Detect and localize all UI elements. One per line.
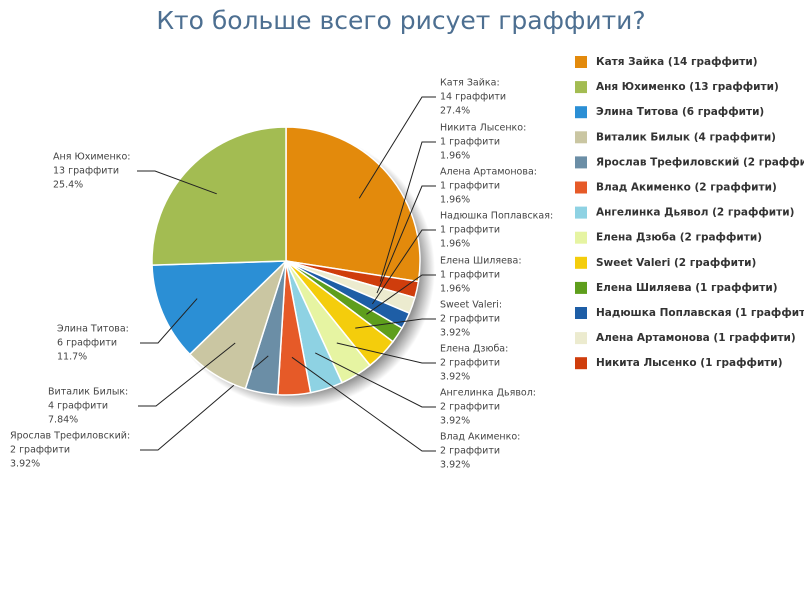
legend-label: Елена Шиляева (1 граффити): [596, 282, 778, 294]
legend-label: Надюшка Поплавская (1 граффити): [596, 307, 804, 319]
data-label-value: 14 граффити: [440, 92, 506, 103]
data-label-percent: 3.92%: [440, 460, 470, 471]
data-label-value: 2 граффити: [440, 402, 500, 413]
leader-line: [291, 356, 436, 452]
legend-swatch: [575, 357, 587, 370]
data-label-value: 1 граффити: [440, 137, 500, 148]
legend-swatch: [575, 256, 587, 269]
data-label-name: Никита Лысенко:: [440, 123, 526, 134]
data-label-name: Алена Артамонова:: [440, 167, 537, 178]
legend-swatch: [575, 206, 587, 219]
chart-title: Кто больше всего рисует граффити?: [156, 6, 645, 35]
data-label-value: 1 граффити: [440, 225, 500, 236]
data-label-name: Аня Юхименко:: [53, 152, 130, 163]
legend-label: Sweet Valeri (2 граффити): [596, 257, 756, 269]
data-label-percent: 7.84%: [48, 415, 78, 426]
legend-label: Никита Лысенко (1 граффити): [596, 357, 783, 369]
data-label-value: 2 граффити: [10, 445, 70, 456]
data-label-name: Ангелинка Дьявол:: [440, 388, 536, 399]
pie-slice: [151, 126, 287, 266]
legend-swatch: [575, 106, 587, 119]
legend-swatch: [575, 156, 587, 169]
data-label-value: 1 граффити: [440, 181, 500, 192]
leader-line: [371, 229, 436, 305]
data-label-name: Влад Акименко:: [440, 432, 520, 443]
data-label-percent: 1.96%: [440, 151, 470, 162]
leader-line: [355, 318, 436, 329]
legend-swatch: [575, 56, 587, 68]
data-label-name: Елена Дзюба:: [440, 344, 508, 355]
data-label-percent: 3.92%: [440, 416, 470, 427]
legend-swatch: [575, 181, 587, 194]
data-label-percent: 11.7%: [57, 352, 87, 363]
data-label-name: Ярослав Трефиловский:: [10, 431, 130, 442]
data-label-value: 6 граффити: [57, 338, 117, 349]
legend-label: Влад Акименко (2 граффити): [596, 182, 777, 194]
legend-swatch: [575, 332, 587, 345]
data-label-name: Sweet Valeri:: [440, 300, 502, 311]
data-label-percent: 3.92%: [440, 328, 470, 339]
data-label-percent: 27.4%: [440, 106, 470, 117]
legend-swatch: [575, 81, 587, 94]
pie-slice: [285, 126, 421, 283]
data-label-value: 4 граффити: [48, 401, 108, 412]
data-label-percent: 1.96%: [440, 195, 470, 206]
legend-label: Ангелинка Дьявол (2 граффити): [596, 207, 794, 219]
leader-line: [336, 342, 436, 364]
leader-line: [379, 141, 436, 282]
pie-slice: [151, 260, 288, 356]
legend-swatch: [575, 131, 587, 144]
leader-line: [315, 352, 436, 408]
data-label-value: 2 граффити: [440, 358, 500, 369]
data-label-name: Елена Шиляева:: [440, 256, 522, 267]
data-label-name: Виталик Билык:: [48, 387, 128, 398]
legend-label: Алена Артамонова (1 граффити): [596, 332, 796, 344]
data-label-percent: 1.96%: [440, 239, 470, 250]
data-label-name: Элина Титова:: [57, 324, 129, 335]
legend-label: Аня Юхименко (13 граффити): [596, 81, 779, 93]
leader-line: [366, 274, 436, 315]
legend-label: Элина Титова (6 граффити): [596, 106, 764, 118]
legend-label: Елена Дзюба (2 граффити): [596, 232, 762, 244]
data-label-name: Катя Зайка:: [440, 78, 500, 89]
legend-swatch: [575, 231, 587, 244]
leader-line: [358, 96, 436, 199]
legend-swatch: [575, 307, 587, 319]
data-label-value: 13 граффити: [53, 166, 119, 177]
data-label-percent: 3.92%: [440, 372, 470, 383]
legend-label: Виталик Билык (4 граффити): [596, 131, 776, 143]
leader-line: [138, 342, 236, 407]
data-label-percent: 25.4%: [53, 180, 83, 191]
leader-line: [376, 185, 436, 294]
leader-line: [140, 355, 269, 451]
data-label-value: 2 граффити: [440, 446, 500, 457]
legend-label: Ярослав Трефиловский (2 граффити): [596, 156, 804, 168]
legend-swatch: [575, 281, 587, 294]
leader-line: [137, 170, 217, 195]
data-label-percent: 1.96%: [440, 284, 470, 295]
data-label-name: Надюшка Поплавская:: [440, 211, 553, 222]
legend-label: Катя Зайка (14 граффити): [596, 56, 758, 68]
data-label-percent: 3.92%: [10, 459, 40, 470]
data-label-value: 2 граффити: [440, 314, 500, 325]
data-label-value: 1 граффити: [440, 270, 500, 281]
leader-line: [140, 298, 198, 344]
